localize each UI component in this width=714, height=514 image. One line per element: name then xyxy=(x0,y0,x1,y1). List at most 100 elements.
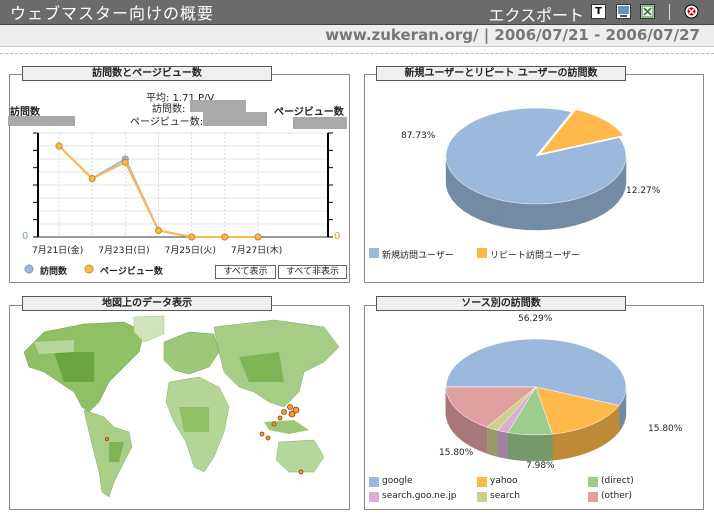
pie-side-0 xyxy=(502,200,515,229)
pie-side-0 xyxy=(618,400,623,433)
toolbar-separator xyxy=(669,4,670,20)
pageviews-axis-label: ページビュー数 xyxy=(274,107,344,118)
series-line-1 xyxy=(58,145,258,238)
pie-side-1 xyxy=(552,433,555,461)
x-tick-label: 7月25日(火) xyxy=(164,246,216,256)
pageviews-total-redacted xyxy=(293,117,347,129)
source-legend-swatch xyxy=(588,477,598,487)
pie-side-0 xyxy=(514,202,527,231)
series-1-point xyxy=(254,233,262,241)
legend-returning-swatch xyxy=(477,248,487,258)
series-1-point xyxy=(155,227,162,234)
pct-google: 56.29% xyxy=(518,314,553,324)
legend-pageviews-label: ページビュー数 xyxy=(100,267,163,277)
sources-panel-title: ソース別の訪問数 xyxy=(376,296,626,311)
sources-pie xyxy=(445,338,627,462)
pie-side-1 xyxy=(571,430,574,458)
page-title: ウェブマスター向けの概要 xyxy=(10,4,215,23)
pct-returning-users: 12.27% xyxy=(626,186,661,196)
series-1-point xyxy=(88,175,96,182)
pie-side-0 xyxy=(595,186,605,219)
divider xyxy=(0,53,714,54)
source-legend-label: google xyxy=(382,476,413,486)
pie-side-0 xyxy=(621,397,625,428)
legend-new-swatch xyxy=(369,248,379,258)
series-1-point xyxy=(121,158,129,166)
greenland-region[interactable] xyxy=(133,315,165,343)
pie-side-0 xyxy=(480,193,492,225)
pageviews-count-redacted xyxy=(203,112,267,126)
source-legend-label: search.goo.ne.jp xyxy=(382,491,457,501)
pie-slice-0 xyxy=(445,338,627,406)
visits-count-label: 訪問数: xyxy=(152,104,186,115)
pie-side-0 xyxy=(574,195,587,226)
series-1-point xyxy=(188,233,196,241)
south-america-region[interactable] xyxy=(83,409,133,498)
legend-pageviews-icon xyxy=(84,264,94,274)
world-map[interactable] xyxy=(14,312,346,506)
pie-slice-0 xyxy=(445,107,627,205)
visits-pageviews-panel xyxy=(9,74,350,283)
pct-new-users: 87.73% xyxy=(401,131,436,141)
pie-side-0 xyxy=(538,202,552,231)
pie-side-0 xyxy=(491,197,503,227)
source-legend-swatch xyxy=(477,477,487,487)
map-panel-title: 地図上のデータ表示 xyxy=(22,296,272,311)
legend-returning-label: リピート訪問ユーザー xyxy=(490,251,580,261)
pie-slice-1 xyxy=(539,109,624,155)
pageviews-count-label: ページビュー数: xyxy=(130,117,204,128)
visits-axis-label: 訪問数 xyxy=(10,107,40,118)
export-label: エクスポート xyxy=(488,6,584,25)
legend-new-label: 新規訪問ユーザー xyxy=(382,251,454,261)
new-returning-title: 新規ユーザーとリピート ユーザーの訪問数 xyxy=(376,66,626,81)
pie-slice-1 xyxy=(535,386,620,435)
pie-side-1 xyxy=(573,429,576,457)
show-all-button[interactable]: すべて表示 xyxy=(215,265,276,279)
new-returning-pie xyxy=(445,107,627,231)
series-1-point xyxy=(221,233,229,241)
pie-side-0 xyxy=(463,184,473,217)
pie-side-1 xyxy=(567,431,570,459)
site-date-bar: www.zukeran.org/ | 2006/07/21 - 2006/07/… xyxy=(0,25,714,47)
series-line-0 xyxy=(58,145,258,238)
pct-direct: 7.98% xyxy=(526,461,555,471)
pie-side-1 xyxy=(556,433,560,461)
australia-region[interactable] xyxy=(275,439,325,473)
visits-panel-title: 訪問数とページビュー数 xyxy=(22,66,272,81)
source-legend-swatch xyxy=(369,477,379,487)
pie-side-1 xyxy=(558,432,562,460)
excel-export-icon[interactable] xyxy=(640,4,655,19)
source-legend-swatch xyxy=(369,492,379,502)
europe-region[interactable] xyxy=(163,331,220,375)
legend-visits-icon xyxy=(24,264,34,274)
source-legend-label: search xyxy=(490,491,520,501)
pie-side-0 xyxy=(526,203,540,231)
source-legend-swatch xyxy=(477,492,487,502)
xml-export-icon[interactable] xyxy=(616,4,631,19)
visits-total-redacted xyxy=(8,116,75,126)
pct-yahoo: 15.80% xyxy=(439,448,474,458)
hide-all-button[interactable]: すべて非表示 xyxy=(278,265,347,279)
pie-side-1 xyxy=(554,433,558,461)
source-legend-label: yahoo xyxy=(490,476,518,486)
x-tick-label: 7月21日(金) xyxy=(32,246,84,256)
visits-count-redacted xyxy=(190,100,246,112)
japan-visit-markers[interactable] xyxy=(105,404,304,475)
text-export-icon[interactable]: T xyxy=(591,4,606,19)
pie-side-0 xyxy=(471,189,482,221)
close-report-icon[interactable] xyxy=(684,4,699,19)
title-bar: ウェブマスター向けの概要 エクスポート T xyxy=(0,0,714,25)
pie-slice-5 xyxy=(445,386,537,428)
pie-side-1 xyxy=(569,430,572,458)
source-legend-label: (other) xyxy=(601,491,632,501)
source-legend-swatch xyxy=(588,492,598,502)
pie-side-1 xyxy=(565,431,568,459)
average-text: 平均: 1.71 P/V xyxy=(146,93,215,104)
date-range: | 2006/07/21 - 2006/07/27 xyxy=(483,26,700,44)
pie-side-1 xyxy=(560,432,564,460)
source-legend-label: (direct) xyxy=(601,476,634,486)
right-axis-zero: 0 xyxy=(334,231,341,242)
pie-side-0 xyxy=(585,191,596,223)
pie-side-0 xyxy=(551,201,564,230)
pie-side-1 xyxy=(562,432,566,460)
